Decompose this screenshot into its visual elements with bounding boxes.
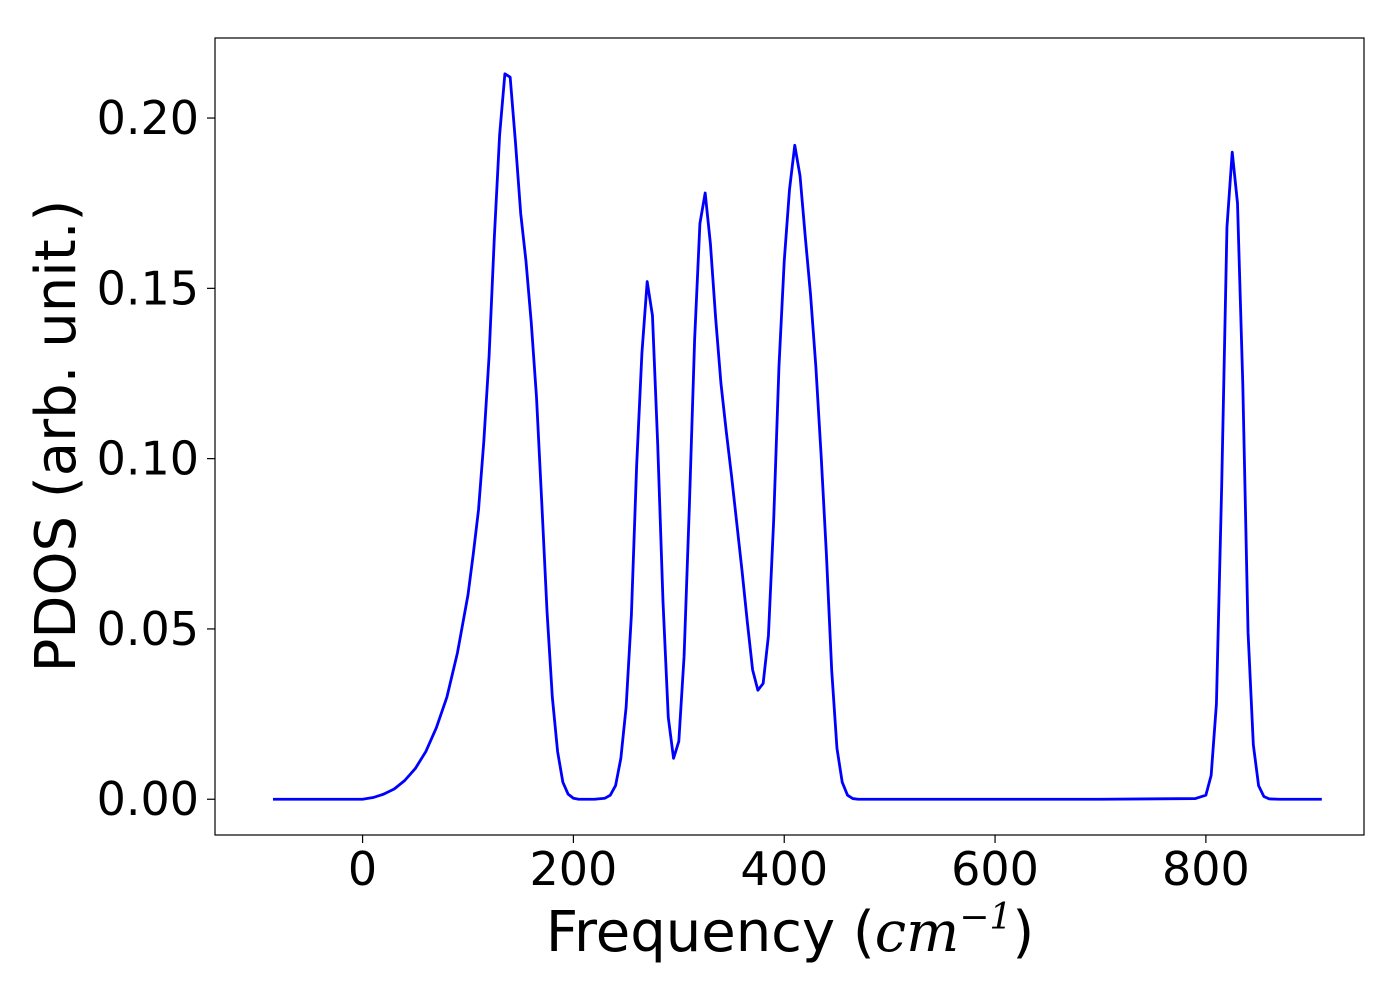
pdos-series-line-0 bbox=[272, 72, 1322, 801]
y-tick-label: 0.05 bbox=[97, 602, 199, 656]
series-layer bbox=[272, 72, 1322, 801]
x-axis-title-suffix: ) bbox=[1012, 900, 1034, 965]
plot-frame bbox=[214, 37, 1365, 836]
y-tick-label: 0.15 bbox=[97, 261, 199, 315]
y-axis-title: PDOS (arb. unit.) bbox=[24, 200, 89, 673]
x-axis: 0 200 400 600 800 bbox=[348, 835, 1250, 896]
y-tick-label: 0.00 bbox=[97, 772, 199, 826]
x-tick-label: 400 bbox=[740, 842, 828, 896]
y-tick-label: 0.20 bbox=[97, 91, 199, 145]
y-axis: 0.00 0.05 0.10 0.15 0.20 bbox=[97, 91, 215, 826]
plot-area bbox=[214, 37, 1365, 836]
x-tick-label: 0 bbox=[348, 842, 377, 896]
x-axis-title-exponent: −1 bbox=[959, 897, 1012, 938]
x-axis-title: Frequency (cm−1) bbox=[546, 897, 1034, 965]
y-tick-label: 0.10 bbox=[97, 432, 199, 486]
x-axis-title-prefix: Frequency ( bbox=[546, 900, 875, 965]
x-tick-label: 600 bbox=[951, 842, 1039, 896]
x-tick-label: 800 bbox=[1162, 842, 1250, 896]
x-tick-label: 200 bbox=[529, 842, 617, 896]
x-axis-title-unit: cm bbox=[875, 900, 959, 965]
